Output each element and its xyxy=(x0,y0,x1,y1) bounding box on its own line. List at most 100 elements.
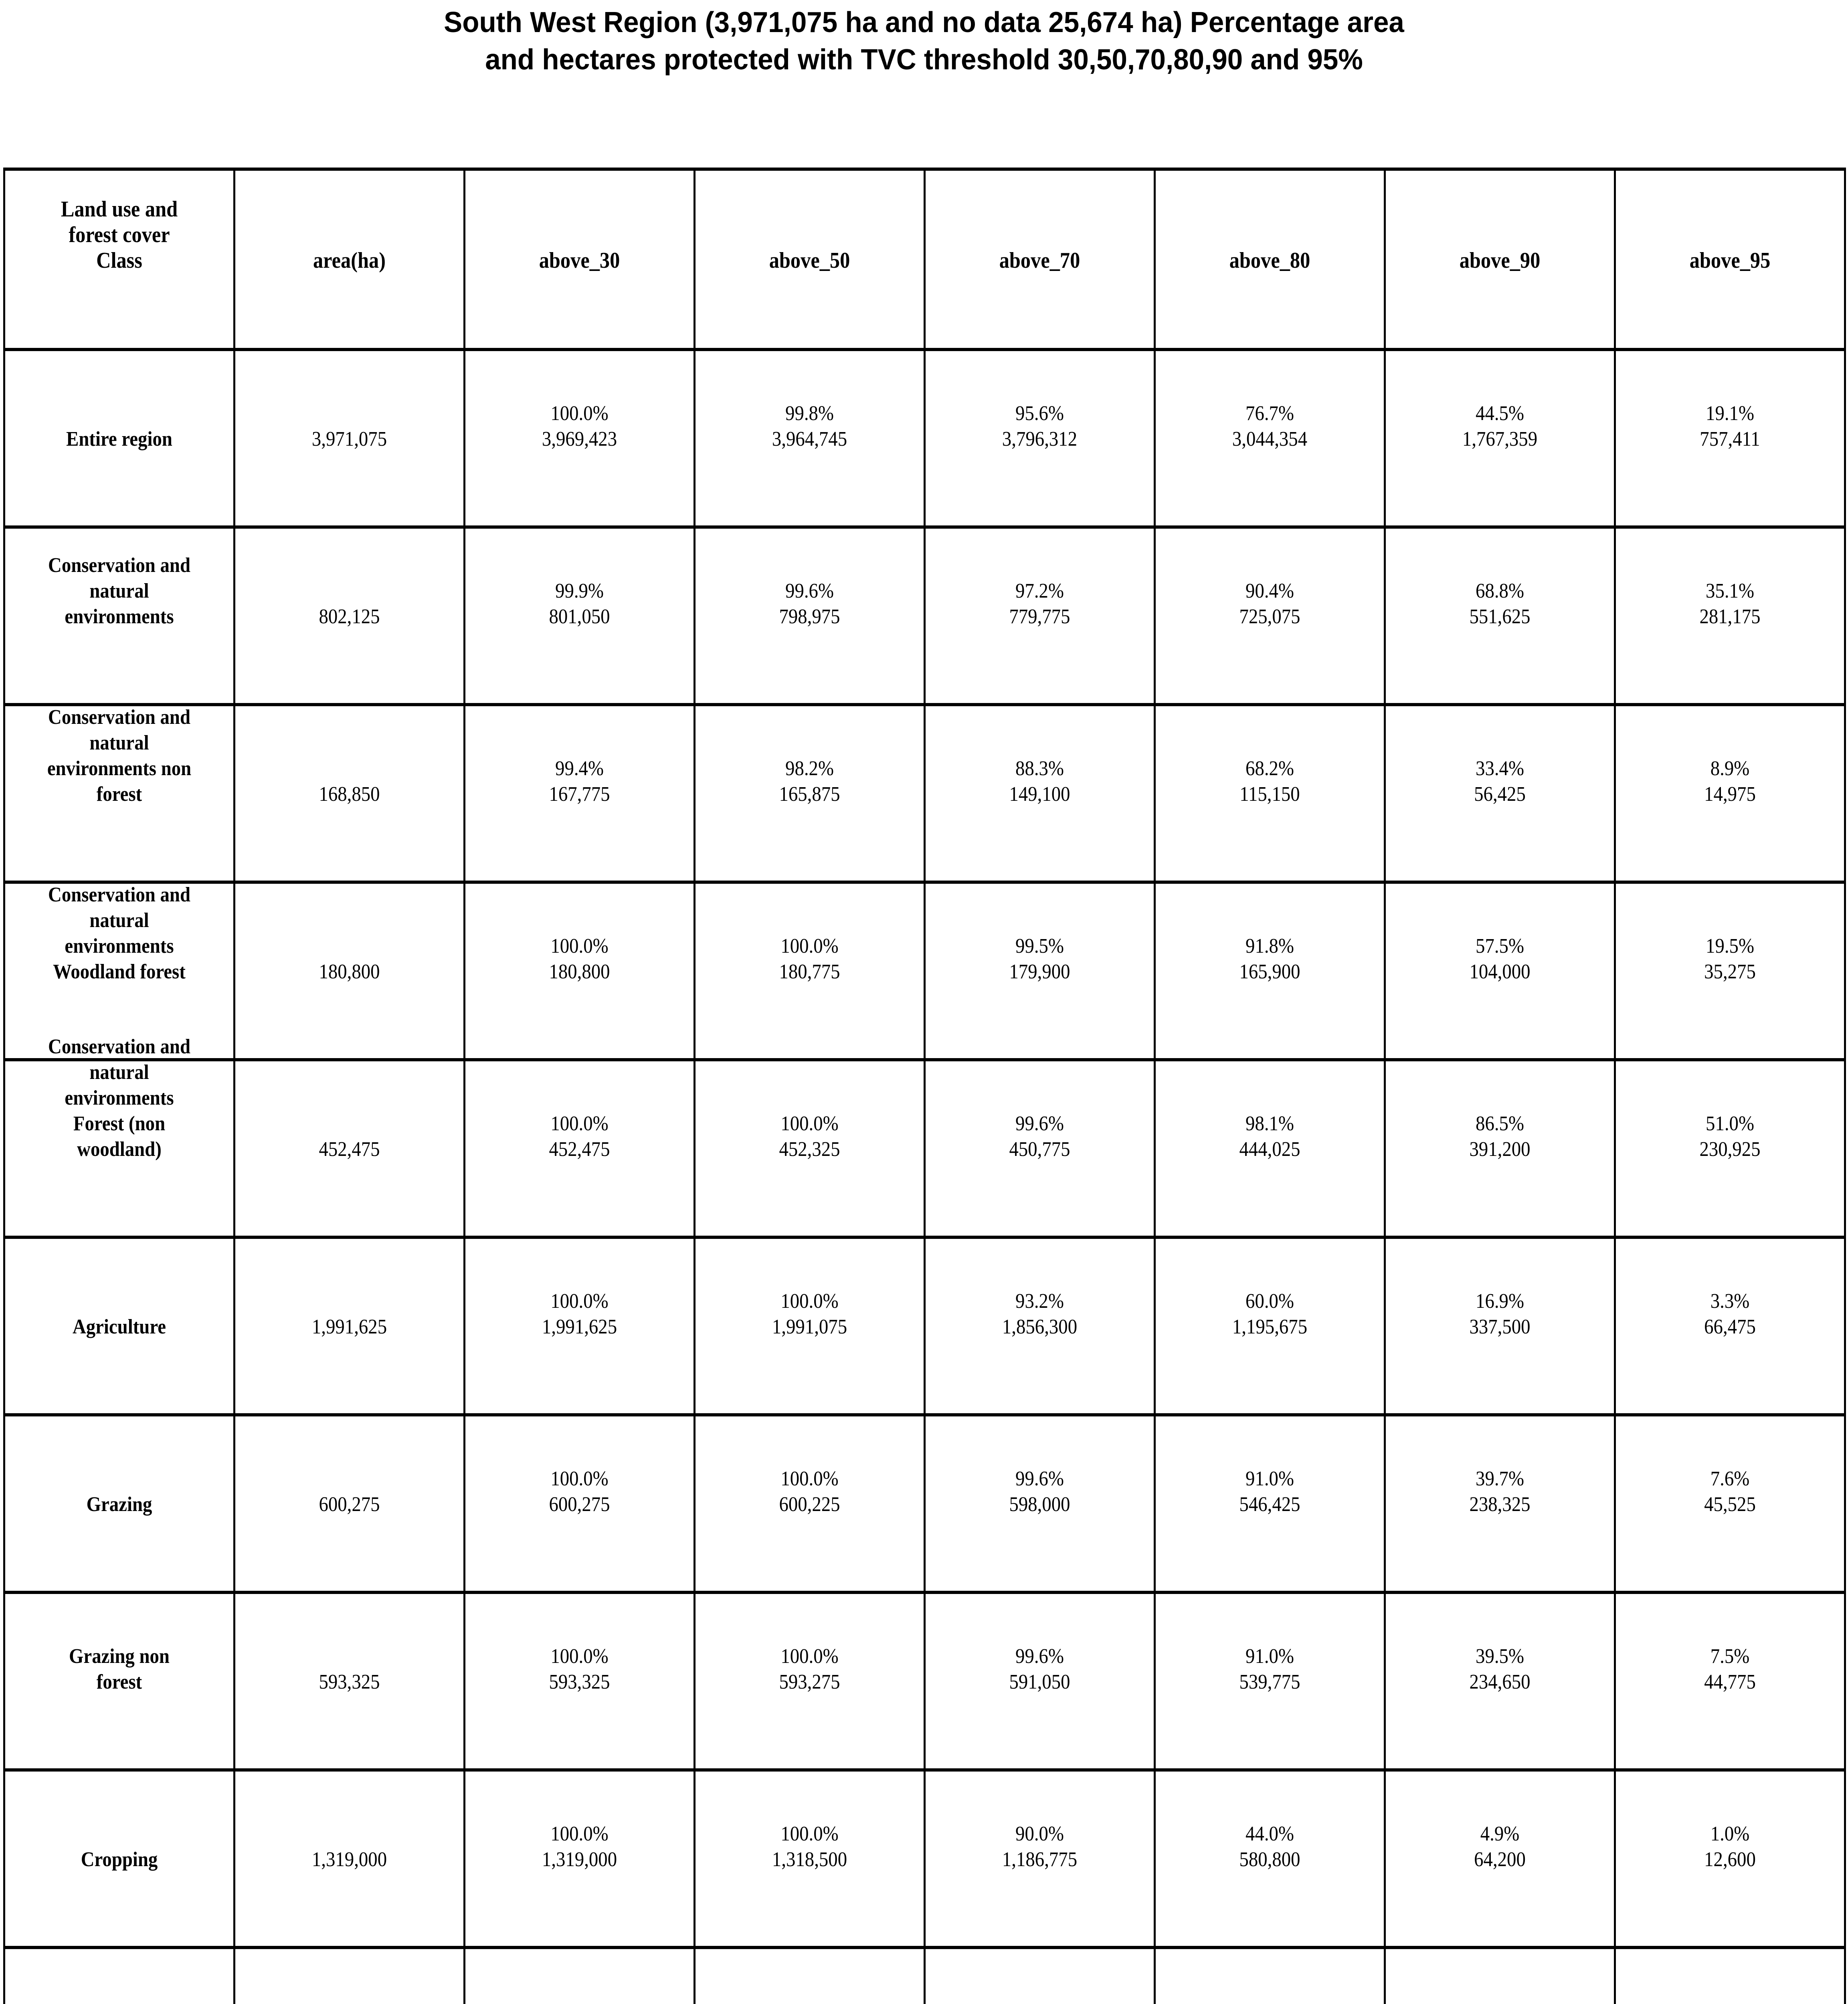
data-cell-text: 98.2% 165,875 xyxy=(707,756,912,807)
data-cell-text: 100.0% 180,775 xyxy=(707,933,912,985)
data-cell-text: 100.0% 593,325 xyxy=(477,1644,682,1695)
percent-value: 94.6% xyxy=(1167,1999,1372,2004)
data-cell: 100.0% 600,225 xyxy=(696,1416,926,1591)
data-cell: 33.4% 56,425 xyxy=(1386,706,1616,881)
page-title-line2: and hectares protected with TVC threshol… xyxy=(485,44,1363,76)
data-cell: 100.0% 180,775 xyxy=(696,884,926,1058)
hectares-value: 238,325 xyxy=(1469,1493,1531,1516)
data-cell-text: 11.6%8,350 xyxy=(1627,1999,1832,2004)
row-label: Conservation and natural environments xyxy=(48,554,190,628)
row-label: Conservation and natural environments no… xyxy=(47,706,192,806)
area-value: 168,850 xyxy=(319,783,380,806)
data-cell-text: 100.0% 1,991,075 xyxy=(707,1289,912,1340)
data-cell-text: 99.6% 450,775 xyxy=(937,1111,1142,1162)
hectares-value: 56,425 xyxy=(1474,783,1526,806)
percent-value: 95.6% xyxy=(1015,402,1064,425)
data-cell-text: 68.8% 551,625 xyxy=(1397,578,1602,630)
table-row: Conservation and natural environments no… xyxy=(5,706,1846,884)
hectares-value: 179,900 xyxy=(1009,960,1070,984)
area-value: 452,475 xyxy=(319,1138,380,1161)
hectares-value: 44,775 xyxy=(1704,1671,1756,1694)
data-cell: 99.6% 450,775 xyxy=(926,1061,1156,1236)
percent-value: 60.0% xyxy=(1245,1290,1294,1313)
percent-value: 68.2% xyxy=(1245,757,1294,780)
data-cell-text: 100.0% 593,275 xyxy=(707,1644,912,1695)
data-cell: 57.5% 104,000 xyxy=(1386,884,1616,1058)
table-row: Grazing 600,275 100.0% 600,275 100.0% 600,225… xyxy=(5,1416,1846,1594)
data-cell: 7.5% 44,775 xyxy=(1616,1594,1846,1768)
row-label-cell: Irrigation xyxy=(5,1949,235,2004)
header-cell: above_80 xyxy=(1156,171,1386,348)
percent-value: 44.5% xyxy=(1476,402,1524,425)
row-label: Cropping xyxy=(81,1848,158,1871)
data-cell-text: 99.5% 179,900 xyxy=(937,933,1142,985)
data-cell-text: 100.0% 3,969,423 xyxy=(477,401,682,452)
percent-value: 99.6% xyxy=(785,580,834,603)
percent-value: 91.8% xyxy=(1245,935,1294,958)
data-cell: 68.8% 551,625 xyxy=(1386,529,1616,703)
page-title: South West Region (3,971,075 ha and no d… xyxy=(37,4,1811,79)
data-cell-text: 3.3% 66,475 xyxy=(1627,1289,1832,1340)
percent-value: 99.6% xyxy=(1015,1467,1064,1491)
hectares-value: 3,964,745 xyxy=(772,428,847,451)
data-cell-text: 4.9% 64,200 xyxy=(1397,1821,1602,1873)
data-cell-text: 86.5% 391,200 xyxy=(1397,1111,1602,1162)
table-row: Irrigation72,250 100.0%72,250 100.0%72,250… xyxy=(5,1949,1846,2004)
percent-value: 98.2% xyxy=(785,757,834,780)
hectares-value: 600,225 xyxy=(779,1493,840,1516)
header-cell-label: Land use and forest cover Class xyxy=(61,197,178,273)
data-cell-text: 99.9% 801,050 xyxy=(477,578,682,630)
hectares-value: 757,411 xyxy=(1700,428,1760,451)
hectares-value: 593,325 xyxy=(549,1671,610,1694)
header-cell-label: area(ha) xyxy=(313,248,386,273)
percent-value: 90.4% xyxy=(1245,580,1294,603)
data-cell: 95.6% 3,796,312 xyxy=(926,351,1156,525)
header-cell: above_90 xyxy=(1386,171,1616,348)
hectares-value: 1,991,625 xyxy=(542,1315,617,1339)
area-value: 180,800 xyxy=(319,960,380,984)
data-cell: 100.0% 180,800 xyxy=(465,884,696,1058)
data-cell: 100.0% 1,318,500 xyxy=(696,1772,926,1946)
percent-value: 100.0% xyxy=(780,1290,839,1313)
header-cell: above_95 xyxy=(1616,171,1846,348)
data-cell: 100.0% 1,991,075 xyxy=(696,1239,926,1413)
hectares-value: 165,900 xyxy=(1239,960,1300,984)
row-label-cell: Conservation and natural environments xyxy=(5,529,235,703)
header-cell: area(ha) xyxy=(235,171,465,348)
data-cell: 99.6% 598,000 xyxy=(926,1416,1156,1591)
data-cell: 90.0% 1,186,775 xyxy=(926,1772,1156,1946)
row-label: Grazing xyxy=(86,1493,152,1516)
percent-value: 76.7% xyxy=(1245,402,1294,425)
hectares-value: 779,775 xyxy=(1009,605,1070,628)
percent-value: 57.5% xyxy=(1476,935,1524,958)
area-value: 1,991,625 xyxy=(311,1315,387,1339)
percent-value: 99.5% xyxy=(1015,935,1064,958)
data-cell-text: 100.0% 1,318,500 xyxy=(707,1821,912,1873)
area-value: 593,325 xyxy=(319,1671,380,1694)
data-cell-text: 88.3% 149,100 xyxy=(937,756,1142,807)
area-cell: 1,319,000 xyxy=(235,1772,465,1946)
percent-value: 100.0% xyxy=(707,1999,912,2004)
hectares-value: 115,150 xyxy=(1239,783,1300,806)
data-cell: 51.0% 230,925 xyxy=(1616,1061,1846,1236)
data-cell: 98.9%71,425 xyxy=(926,1949,1156,2004)
hectares-value: 230,925 xyxy=(1699,1138,1761,1161)
data-cell: 99.6% 591,050 xyxy=(926,1594,1156,1768)
data-cell-text: 1.0% 12,600 xyxy=(1627,1821,1832,1873)
data-cell: 100.0% 600,275 xyxy=(465,1416,696,1591)
data-cell-text: 44.5% 1,767,359 xyxy=(1397,401,1602,452)
percent-value: 91.0% xyxy=(1245,1467,1294,1491)
percent-value: 7.5% xyxy=(1710,1645,1750,1668)
area-cell: 168,850 xyxy=(235,706,465,881)
percent-value: 98.1% xyxy=(1245,1112,1294,1135)
data-cell: 100.0% 593,325 xyxy=(465,1594,696,1768)
data-cell: 100.0%72,250 xyxy=(465,1949,696,2004)
row-label-cell: Grazing xyxy=(5,1416,235,1591)
hectares-value: 391,200 xyxy=(1469,1138,1531,1161)
data-cell: 94.6%68,350 xyxy=(1156,1949,1386,2004)
percent-value: 99.4% xyxy=(555,757,604,780)
percent-value: 35.1% xyxy=(1706,580,1754,603)
percent-value: 4.9% xyxy=(1480,1822,1520,1846)
hectares-value: 444,025 xyxy=(1239,1138,1300,1161)
